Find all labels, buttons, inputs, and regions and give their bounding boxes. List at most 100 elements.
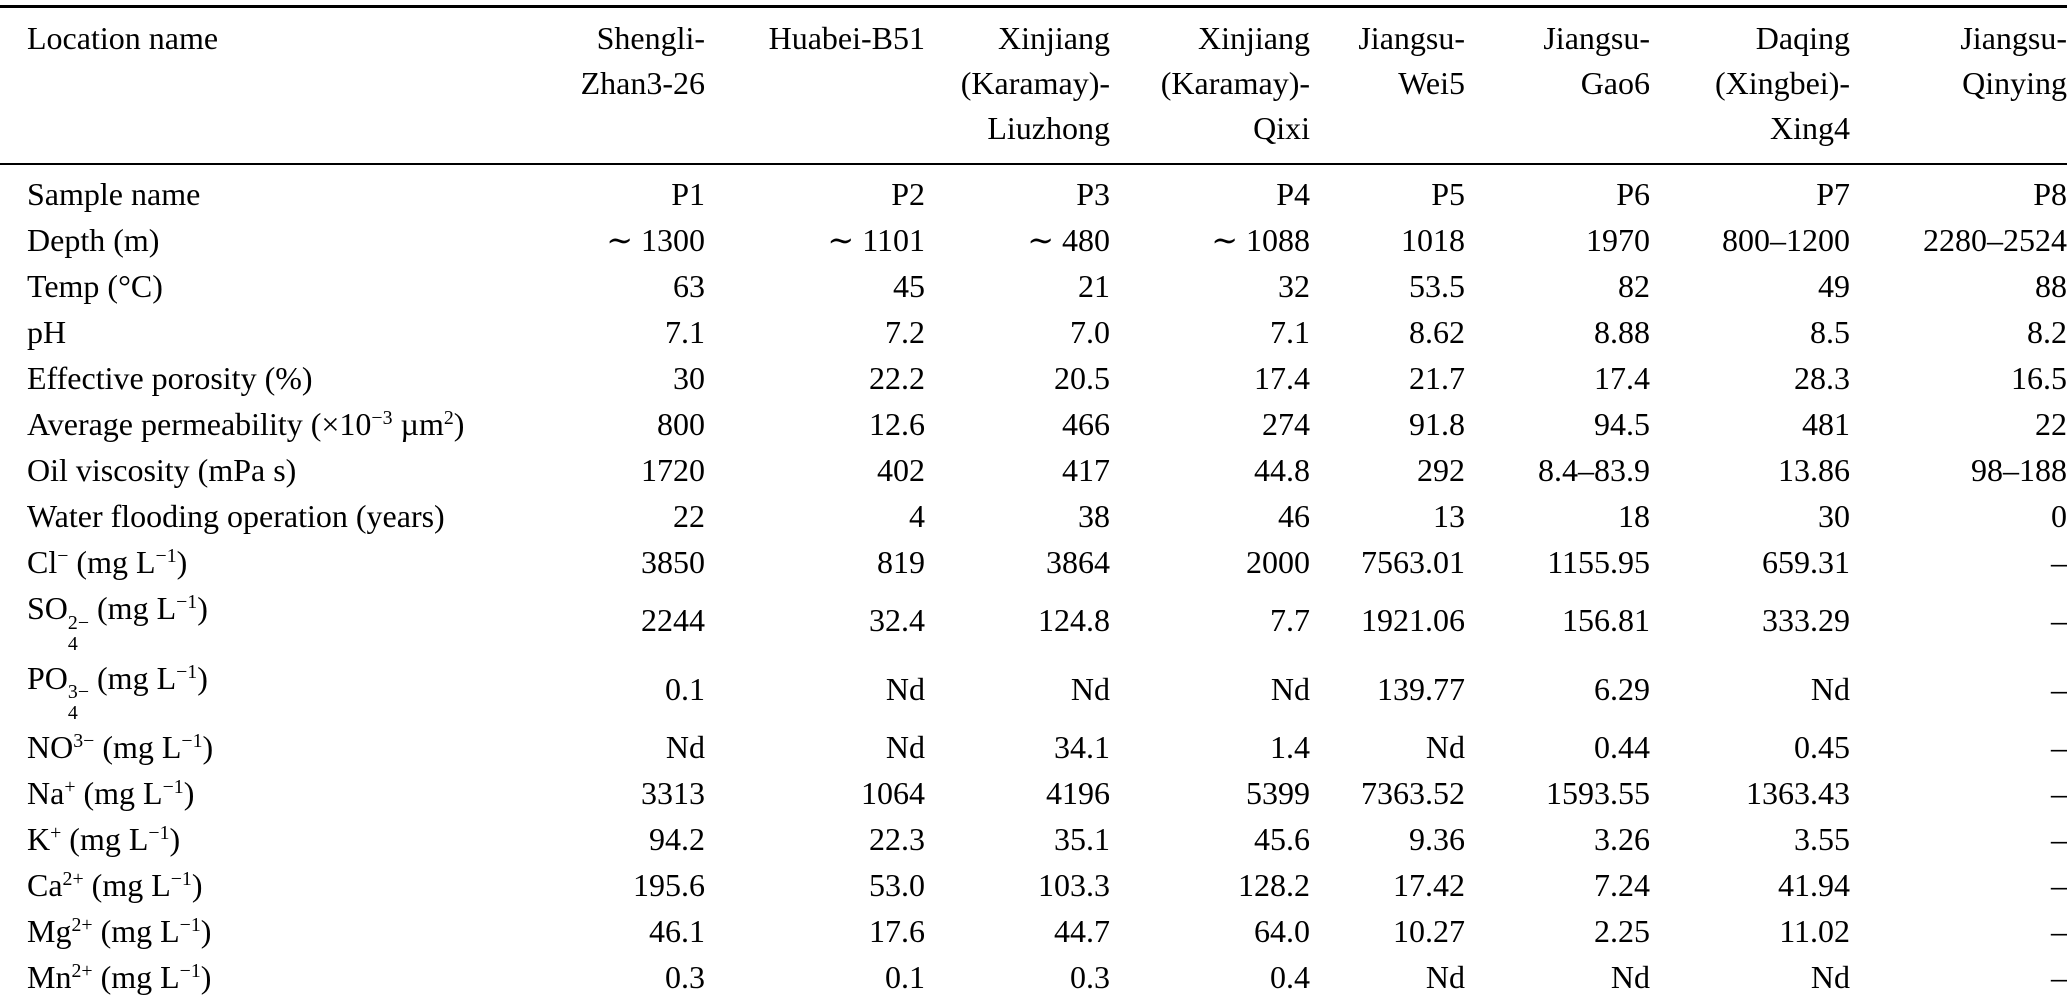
cell: 46 [1278,498,1310,534]
row-effective-porosity: Effective porosity (%) 30 22.2 20.5 17.4 21.7… [0,355,2067,401]
row-label: PO 3− 4 (mg L−1) [27,659,208,725]
cell: Nd [1610,959,1650,996]
cell: Nd [885,729,925,766]
cell: 16.5 [2011,360,2067,396]
column-header-line: Xinjiang [1198,20,1310,56]
location-name-label: Location name [27,20,219,56]
cell: 659.31 [1762,544,1850,580]
cell: 46.1 [649,913,705,950]
cell: 17.4 [1594,360,1650,396]
cell: 3.55 [1794,821,1850,858]
column-header-line: Liuzhong [987,110,1110,146]
cell: 4 [909,498,925,534]
cell: – [2051,729,2067,766]
cell: 22.2 [869,360,925,396]
column-header-line: Daqing [1755,20,1850,56]
column-header-jiangsu-qinying: Jiangsu- Qinying [1850,6,2067,165]
cell: 1155.95 [1547,544,1650,580]
row-magnesium: Mg2+ (mg L−1) 46.1 17.6 44.7 64.0 10.27 2.25 11… [0,908,2067,954]
cell: 94.5 [1594,406,1650,442]
row-label: Mn2+ (mg L−1) [27,959,212,996]
cell: 20.5 [1054,360,1110,396]
cell: ∼ 1101 [827,222,925,258]
cell: 8.5 [1810,314,1850,350]
cell: 35.1 [1054,821,1110,858]
table-body: Sample name P1 P2 P3 P4 P5 P6 P7 P8 Depth (m) ∼ 13… [0,164,2067,998]
cell: 63 [673,268,705,304]
cell: 18 [1618,498,1650,534]
cell: 5399 [1246,775,1310,812]
cell: 1363.43 [1746,775,1850,812]
cell: 466 [1062,406,1110,442]
cell: 53.0 [869,867,925,904]
row-label: NO3− (mg L−1) [27,729,214,766]
column-header-line: Wei5 [1398,65,1465,101]
cell: P2 [891,176,925,212]
cell: ∼ 480 [1027,222,1110,258]
column-header-line: Jiangsu- [1358,20,1465,56]
cell: 481 [1802,406,1850,442]
column-header-shengli-zhan3-26: Shengli- Zhan3-26 [565,6,705,165]
cell: 819 [877,544,925,580]
cell: 156.81 [1562,601,1650,638]
cell: – [2051,821,2067,858]
column-header-line: (Karamay)- [1160,65,1310,101]
cell: P5 [1431,176,1465,212]
cell: 45.6 [1254,821,1310,858]
cell: 94.2 [649,821,705,858]
row-label: pH [27,314,67,350]
cell: 13.86 [1778,452,1850,488]
cell: 7.24 [1594,867,1650,904]
cell: Nd [1425,959,1465,996]
column-header-line: Shengli- [596,20,705,56]
cell: 11.02 [1779,913,1850,950]
cell: 0.1 [885,959,925,996]
cell: Nd [1425,729,1465,766]
row-phosphate: PO 3− 4 (mg L−1) 0.1 Nd Nd Nd 139.77 6.29 Nd – [0,655,2067,725]
column-header-xinjiang-karamay-liuzhong: Xinjiang (Karamay)- Liuzhong [925,6,1110,165]
row-temp: Temp (°C) 63 45 21 32 53.5 82 49 88 [0,263,2067,309]
cell: 3.26 [1594,821,1650,858]
cell: 8.4–83.9 [1538,452,1650,488]
column-header-line: Qinying [1962,65,2067,101]
row-average-permeability: Average permeability (×10−3 µm2) 800 12.6 4… [0,401,2067,447]
location-name-header: Location name [0,6,565,165]
column-header-line: (Xingbei)- [1714,65,1850,101]
cell: 103.3 [1038,867,1110,904]
column-header-line: Xinjiang [998,20,1110,56]
cell: Nd [1070,671,1110,708]
row-label: Na+ (mg L−1) [27,775,195,812]
sub-sup-stack: 2− 4 [67,611,90,655]
cell: 0 [2051,498,2067,534]
cell: 28.3 [1794,360,1850,396]
column-header-daqing-xingbei-xing4: Daqing (Xingbei)- Xing4 [1650,6,1850,165]
cell: Nd [1270,671,1310,708]
cell: 45 [893,268,925,304]
row-label: Ca2+ (mg L−1) [27,867,203,904]
row-label: Temp (°C) [27,268,163,304]
row-label: Average permeability (×10−3 µm2) [27,406,465,442]
cell: 22.3 [869,821,925,858]
cell: 8.2 [2027,314,2067,350]
cell: – [2051,775,2067,812]
cell: 800–1200 [1722,222,1850,258]
cell: 34.1 [1054,729,1110,766]
cell: 0.1 [665,671,705,708]
cell: 17.6 [869,913,925,950]
cell: 22 [673,498,705,534]
cell: ∼ 1300 [606,222,705,258]
column-header-line: Xing4 [1770,110,1850,146]
cell: 1064 [861,775,925,812]
cell: – [2051,867,2067,904]
cell: P4 [1276,176,1310,212]
cell: 800 [657,406,705,442]
cell: 8.62 [1409,314,1465,350]
cell: 2280–2524 [1923,222,2067,258]
cell: 1018 [1401,222,1465,258]
cell: 30 [1818,498,1850,534]
cell: – [2051,913,2067,950]
cell: 38 [1078,498,1110,534]
cell: ∼ 1088 [1211,222,1310,258]
cell: 0.44 [1594,729,1650,766]
